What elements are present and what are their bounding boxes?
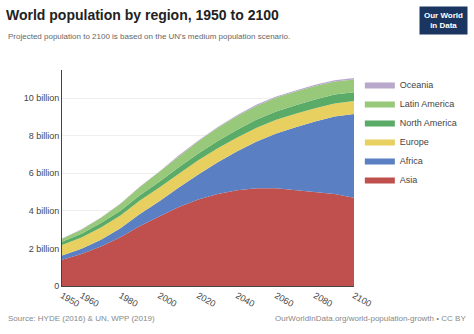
svg-text:6 billion: 6 billion <box>29 168 60 178</box>
svg-text:World population by region, 19: World population by region, 1950 to 2100 <box>6 7 279 23</box>
svg-text:Asia: Asia <box>400 175 418 185</box>
svg-text:North America: North America <box>400 118 457 128</box>
svg-text:OurWorldInData.org/world-popul: OurWorldInData.org/world-population-grow… <box>275 314 466 323</box>
svg-text:2000: 2000 <box>156 290 178 309</box>
svg-text:0: 0 <box>54 281 59 291</box>
svg-text:2060: 2060 <box>273 290 295 309</box>
svg-text:2040: 2040 <box>234 290 256 309</box>
svg-text:Africa: Africa <box>400 156 423 166</box>
svg-text:1960: 1960 <box>78 290 100 309</box>
svg-text:Oceania: Oceania <box>400 80 434 90</box>
svg-text:Projected population to 2100 i: Projected population to 2100 is based on… <box>8 32 290 41</box>
svg-text:Source: HYDE (2016) & UN, WPP: Source: HYDE (2016) & UN, WPP (2019) <box>8 314 155 323</box>
svg-text:1980: 1980 <box>117 290 139 309</box>
svg-text:4 billion: 4 billion <box>29 206 60 216</box>
svg-text:2020: 2020 <box>195 290 217 309</box>
svg-text:2 billion: 2 billion <box>29 244 60 254</box>
svg-text:1950: 1950 <box>59 290 81 309</box>
svg-text:Our Worldin Data: Our Worldin Data <box>424 11 463 30</box>
svg-text:8 billion: 8 billion <box>29 131 60 141</box>
svg-text:Latin America: Latin America <box>400 99 455 109</box>
svg-text:2080: 2080 <box>312 290 334 309</box>
svg-text:10 billion: 10 billion <box>24 93 60 103</box>
svg-text:2100: 2100 <box>351 290 373 309</box>
svg-text:Europe: Europe <box>400 137 429 147</box>
